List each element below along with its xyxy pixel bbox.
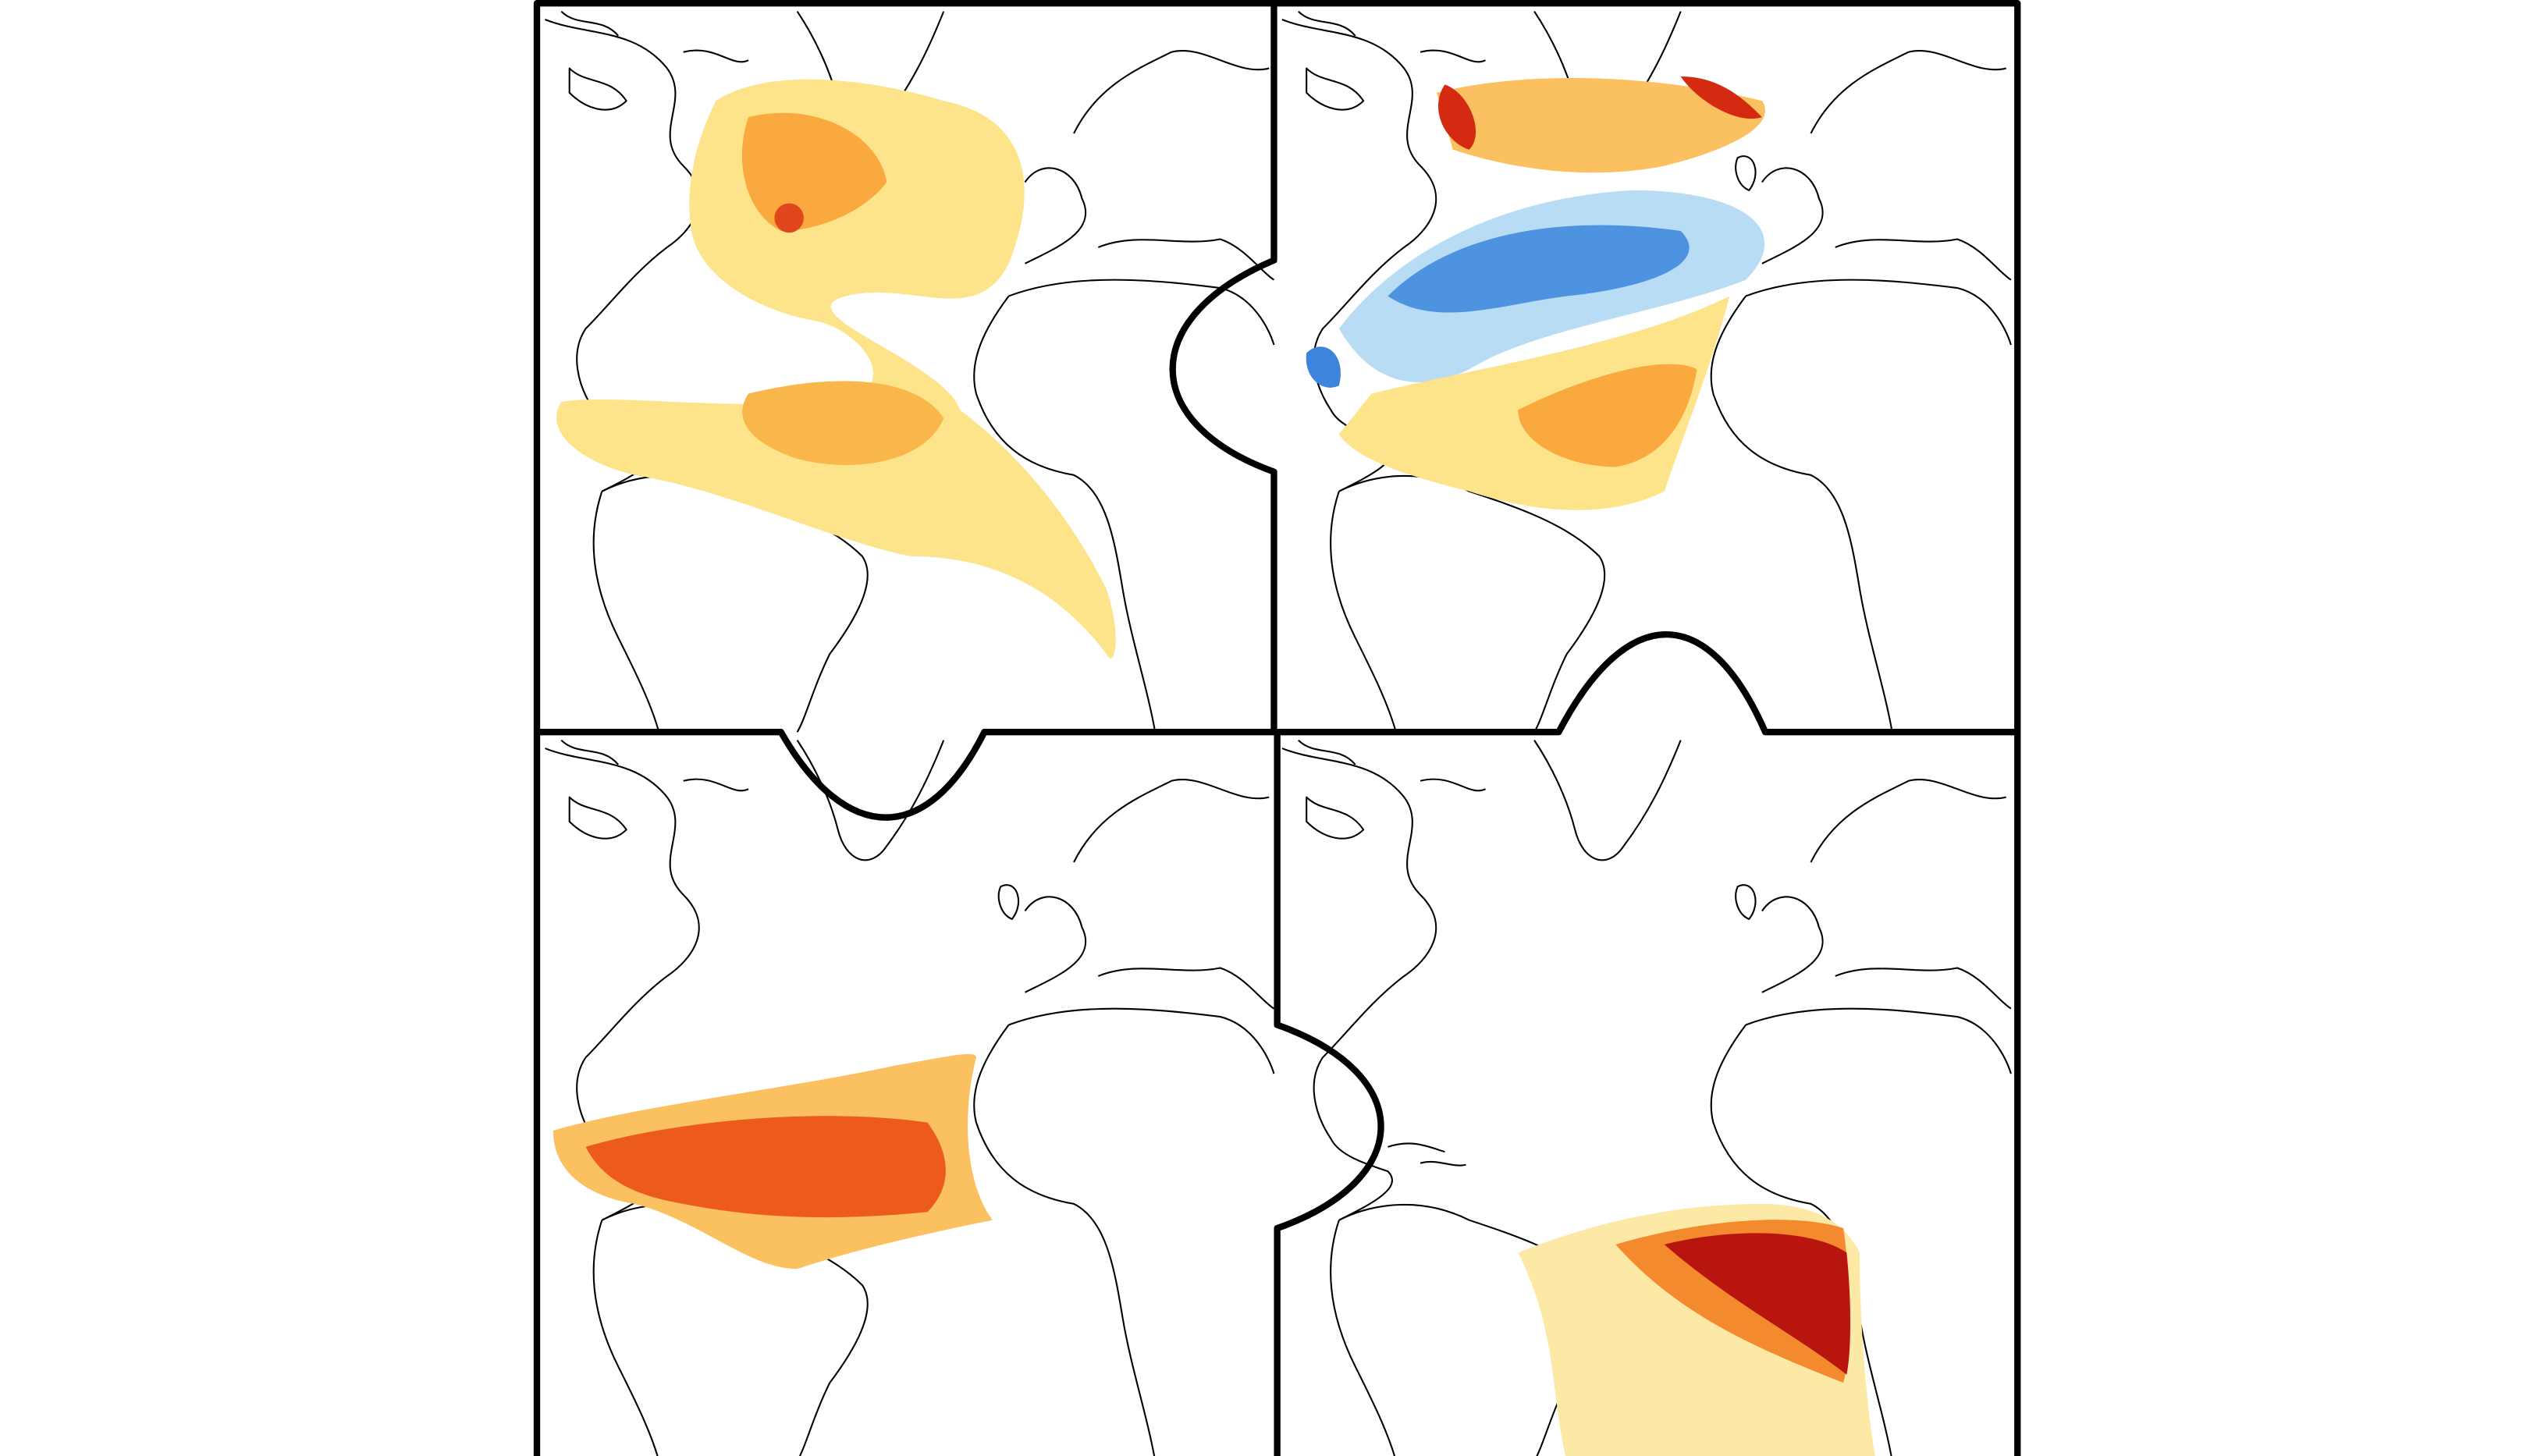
anomaly-mid xyxy=(741,112,887,232)
panel-bottom-right xyxy=(1281,739,2012,1456)
anomaly-cool-high xyxy=(1388,225,1690,313)
anomaly-low xyxy=(556,79,1116,659)
anomaly-high xyxy=(585,1116,946,1218)
piece-border xyxy=(537,729,1274,821)
panel-top-left xyxy=(544,10,1275,733)
panel-bottom-left xyxy=(544,739,1275,1456)
anomaly-high xyxy=(1437,76,1762,150)
piece-border xyxy=(1274,732,1384,1456)
piece-border xyxy=(1169,3,1277,733)
panel-top-right xyxy=(1281,10,2012,733)
anomaly-mid xyxy=(1518,364,1697,467)
anomaly-high xyxy=(1664,1233,1851,1375)
anomaly-cool-high xyxy=(1306,346,1341,388)
anomaly-mid xyxy=(1436,77,1765,173)
anomaly-mid xyxy=(742,381,944,465)
anomaly-high xyxy=(774,203,804,233)
piece-border xyxy=(1274,630,2018,736)
